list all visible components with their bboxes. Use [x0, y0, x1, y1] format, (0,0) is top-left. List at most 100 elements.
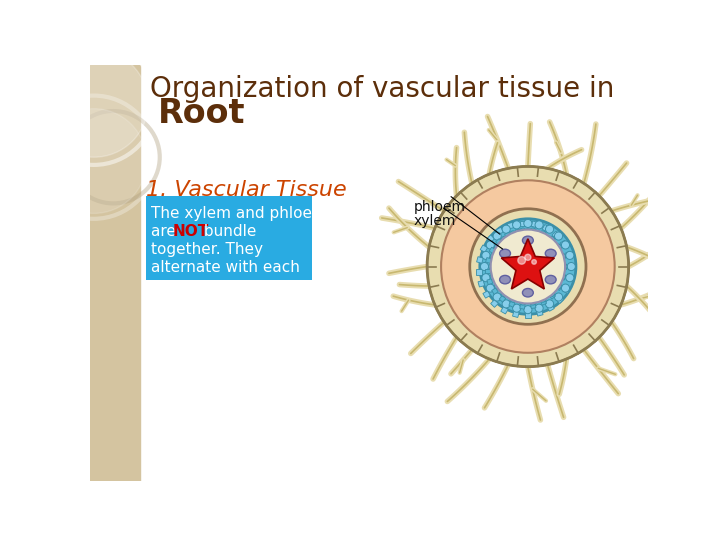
Circle shape — [519, 228, 526, 235]
Bar — [487, 235, 495, 242]
Bar — [516, 229, 521, 234]
Bar — [487, 279, 492, 285]
Bar — [563, 286, 570, 294]
Bar — [490, 300, 498, 307]
Bar — [485, 258, 491, 264]
Bar — [567, 275, 574, 282]
Circle shape — [524, 306, 532, 314]
Circle shape — [493, 232, 501, 240]
Circle shape — [495, 244, 501, 251]
Circle shape — [546, 225, 554, 233]
Circle shape — [532, 260, 536, 264]
Circle shape — [529, 298, 536, 305]
Ellipse shape — [545, 275, 556, 284]
Circle shape — [441, 180, 615, 353]
Bar — [542, 225, 549, 232]
Circle shape — [490, 230, 565, 303]
Circle shape — [41, 109, 147, 213]
Bar — [90, 65, 140, 481]
Circle shape — [567, 262, 575, 271]
Circle shape — [559, 253, 566, 260]
Circle shape — [40, 49, 148, 157]
Ellipse shape — [500, 275, 510, 284]
Text: The xylem and phloem: The xylem and phloem — [151, 206, 327, 221]
Circle shape — [554, 293, 562, 301]
Bar — [509, 301, 515, 307]
Polygon shape — [501, 239, 554, 289]
Bar — [531, 303, 536, 308]
Bar — [536, 309, 543, 316]
Circle shape — [559, 273, 566, 280]
Circle shape — [490, 253, 497, 260]
Circle shape — [489, 263, 495, 270]
Bar — [496, 227, 503, 234]
Bar — [483, 291, 490, 298]
Circle shape — [510, 231, 516, 238]
Circle shape — [495, 282, 501, 289]
Circle shape — [539, 295, 546, 302]
Circle shape — [548, 237, 554, 243]
Ellipse shape — [523, 236, 534, 245]
Circle shape — [486, 241, 495, 249]
Text: Organization of vascular tissue in: Organization of vascular tissue in — [150, 75, 615, 103]
Bar — [552, 231, 559, 239]
Circle shape — [490, 273, 497, 280]
Bar — [556, 284, 562, 291]
Bar — [561, 264, 566, 269]
Ellipse shape — [523, 288, 534, 297]
Circle shape — [535, 221, 543, 229]
Circle shape — [525, 254, 531, 260]
Circle shape — [513, 221, 521, 229]
Circle shape — [482, 251, 490, 259]
Circle shape — [554, 232, 562, 240]
Circle shape — [513, 304, 521, 312]
Circle shape — [560, 263, 567, 270]
Bar — [545, 235, 552, 242]
Circle shape — [501, 237, 508, 243]
Ellipse shape — [500, 249, 510, 258]
Circle shape — [529, 228, 536, 235]
Text: bundle: bundle — [199, 224, 256, 239]
Circle shape — [502, 225, 510, 233]
Bar — [492, 288, 498, 294]
Text: NOT: NOT — [173, 224, 210, 239]
Bar — [526, 228, 531, 234]
Circle shape — [519, 298, 526, 305]
Text: xylem: xylem — [414, 214, 456, 228]
Bar — [505, 232, 510, 239]
Bar — [547, 304, 554, 311]
Circle shape — [510, 295, 516, 302]
Text: together. They: together. They — [151, 242, 264, 257]
Bar — [480, 245, 487, 252]
Bar — [513, 311, 519, 318]
Bar — [540, 299, 546, 305]
Bar — [478, 280, 485, 287]
Bar — [531, 221, 538, 227]
Text: Root: Root — [158, 97, 246, 130]
Bar — [520, 221, 525, 226]
Bar — [556, 296, 564, 303]
Circle shape — [539, 231, 546, 238]
Circle shape — [535, 304, 543, 312]
Bar — [499, 295, 505, 302]
Circle shape — [554, 244, 562, 251]
Circle shape — [524, 219, 532, 227]
Text: phloem: phloem — [414, 200, 466, 213]
Bar — [553, 244, 559, 249]
Circle shape — [480, 219, 576, 314]
Bar — [145, 195, 312, 280]
Bar — [559, 253, 564, 259]
Bar — [520, 304, 525, 309]
Circle shape — [493, 293, 501, 301]
Circle shape — [480, 262, 489, 271]
Circle shape — [518, 256, 526, 264]
Bar — [477, 256, 483, 264]
Circle shape — [562, 241, 570, 249]
Circle shape — [554, 282, 562, 289]
Text: are: are — [151, 224, 181, 239]
Circle shape — [427, 166, 629, 367]
Circle shape — [562, 284, 570, 292]
Bar — [485, 269, 490, 273]
Bar — [566, 252, 572, 258]
Bar — [536, 231, 542, 237]
